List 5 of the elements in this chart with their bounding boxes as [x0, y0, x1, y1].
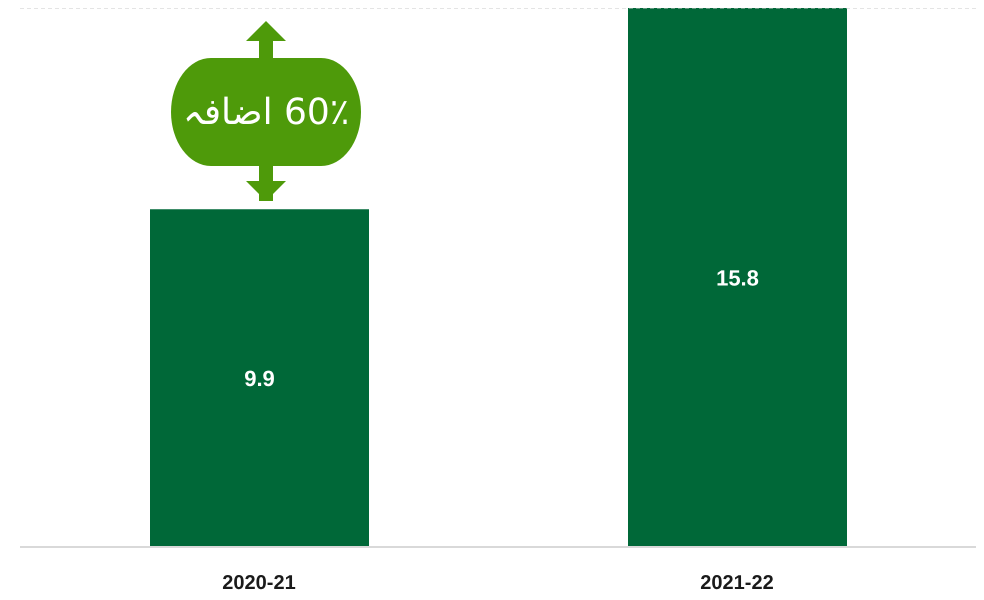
data-label: 9.9	[244, 366, 275, 391]
annotation: 60٪ اضافہ	[171, 58, 361, 166]
data-label: 15.8	[716, 265, 759, 290]
x-tick-label: 2021-22	[700, 572, 774, 594]
x-tick-label: 2020-21	[222, 572, 296, 594]
